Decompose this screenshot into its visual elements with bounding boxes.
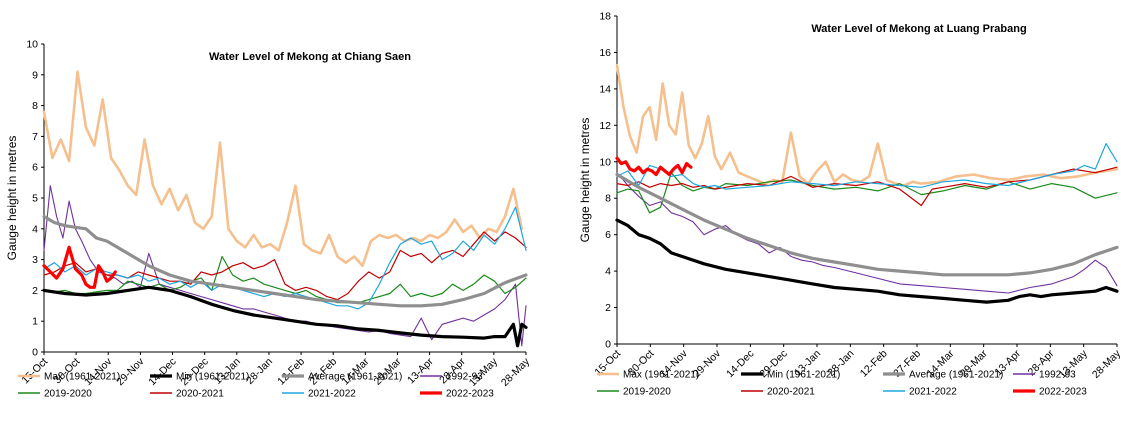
y-tick-label: 16 <box>599 47 611 59</box>
y-tick-label: 2 <box>32 285 38 297</box>
series-line-y2022 <box>615 156 693 177</box>
legend-label-y2021: 2021-2022 <box>308 389 356 400</box>
y-tick-label: 18 <box>599 11 611 23</box>
y-tick-label: 8 <box>32 100 38 112</box>
legend-label-y2019: 2019-2020 <box>623 387 671 398</box>
legend-label-average: Average (1961-2021) <box>909 370 1003 381</box>
legend-label-y2022: 2022-2023 <box>446 389 494 400</box>
y-axis-label: Gauge height in metres <box>5 136 19 261</box>
y-axis-label: Gauge height in metres <box>578 118 592 243</box>
series-line-min <box>42 285 528 348</box>
series-line-min <box>615 218 1119 304</box>
x-tick-label: 28-May <box>499 355 533 389</box>
y-tick-label: 10 <box>26 39 38 51</box>
y-tick-label: 8 <box>605 193 611 205</box>
y-tick-label: 14 <box>599 83 611 95</box>
chart-title: Water Level of Mekong at Luang Prabang <box>811 23 1026 35</box>
y-tick-label: 6 <box>605 229 611 241</box>
series-line-y2021 <box>616 143 1118 190</box>
x-tick-label: 28-May <box>1090 347 1121 381</box>
legend-label-y1992: 1992-93 <box>446 372 483 383</box>
y-tick-label: 9 <box>32 69 38 81</box>
y-tick-label: 0 <box>32 347 38 359</box>
y-tick-label: 4 <box>32 223 38 235</box>
y-tick-label: 4 <box>605 266 611 278</box>
y-tick-label: 1 <box>32 316 38 328</box>
y-tick-label: 5 <box>32 193 38 205</box>
legend-label-min: Min (1961-2021) <box>176 372 249 383</box>
legend-label-y2021: 2021-2022 <box>909 387 957 398</box>
y-tick-label: 12 <box>599 120 611 132</box>
legend-label-y2020: 2020-2021 <box>176 389 224 400</box>
x-tick-label: 14-Dec <box>146 356 178 388</box>
chart-title: Water Level of Mekong at Chiang Saen <box>209 51 411 63</box>
legend-label-y2020: 2020-2021 <box>767 387 815 398</box>
legend-label-y2019: 2019-2020 <box>44 389 92 400</box>
series-line-y1992 <box>616 172 1118 294</box>
x-tick-label: 13-Apr <box>405 355 436 386</box>
y-tick-label: 7 <box>32 131 38 143</box>
series-line-average <box>615 172 1119 277</box>
legend-label-max: Max (1961-2021) <box>623 370 699 381</box>
y-tick-label: 6 <box>32 162 38 174</box>
series-line-y2019 <box>43 255 527 304</box>
legend-label-max: Max (1961-2021) <box>44 372 120 383</box>
y-tick-label: 3 <box>32 254 38 266</box>
legend-label-y1992: 1992-93 <box>1039 370 1076 381</box>
series-line-average <box>42 214 528 308</box>
legend-label-average: Average (1961-2021) <box>308 372 402 383</box>
series-line-max <box>42 70 524 268</box>
series-line-max <box>615 63 1119 187</box>
chart-luang-prabang: Water Level of Mekong at Luang Prabang Ga… <box>578 11 1121 398</box>
series-line-y2020 <box>616 166 1118 207</box>
legend-label-y2022: 2022-2023 <box>1039 387 1087 398</box>
series-line-y2022 <box>42 245 117 289</box>
y-tick-label: 10 <box>599 156 611 168</box>
y-tick-label: 0 <box>605 339 611 351</box>
chart-chiang-saen: Water Level of Mekong at Chiang Saen Gaug… <box>5 39 533 400</box>
legend-label-min: Min (1961-2021) <box>767 370 840 381</box>
series-line-y1992 <box>43 185 527 347</box>
x-tick-label: 12-Feb <box>275 356 307 388</box>
y-tick-label: 2 <box>605 302 611 314</box>
series-line-y2020 <box>43 231 527 301</box>
